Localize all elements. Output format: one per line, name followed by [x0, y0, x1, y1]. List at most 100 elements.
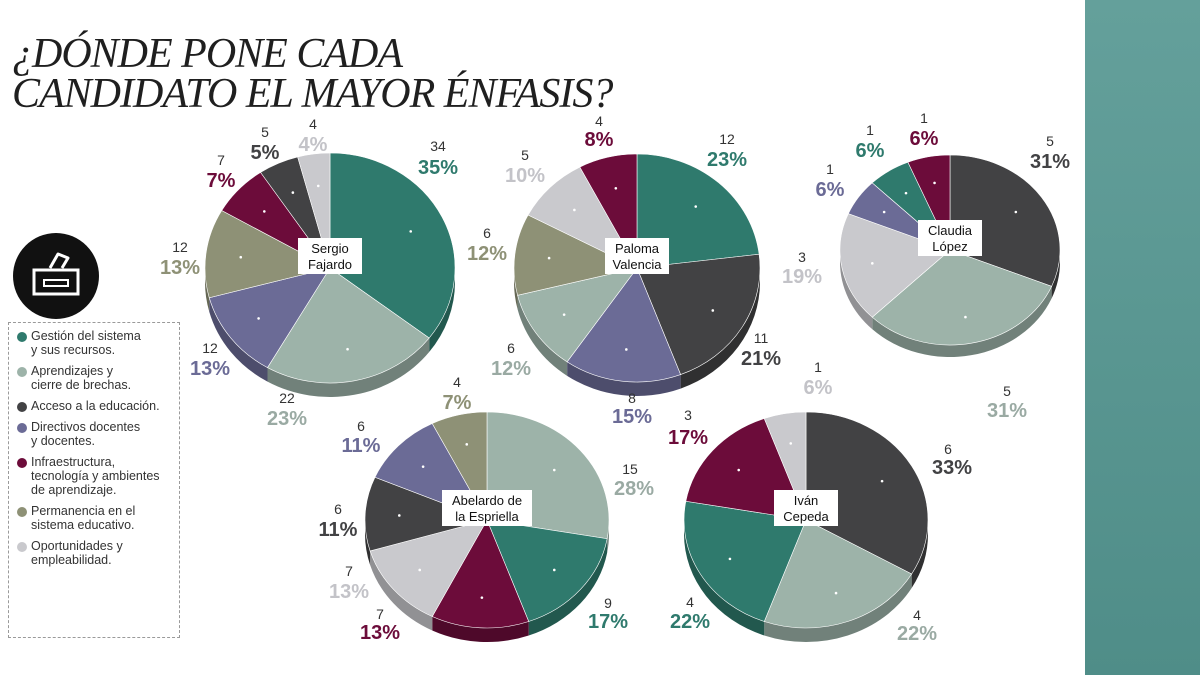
candidate-name-line: López: [932, 239, 967, 254]
pie-side-aprendizajes: [517, 295, 568, 376]
slice-percent-label: 17%: [588, 611, 628, 633]
slice-percent-label: 22%: [897, 623, 937, 645]
slice-percent-label: 6%: [804, 377, 833, 399]
slice-percent-label: 13%: [329, 581, 369, 603]
slice-percent-label: 15%: [612, 406, 652, 428]
slice-count-label: 12: [202, 340, 218, 356]
pie-side-aprendizajes: [764, 574, 912, 642]
slice-marker: [562, 313, 566, 316]
slice-count-label: 4: [309, 116, 317, 132]
slice-count-label: 6: [944, 441, 952, 457]
legend-swatch: [17, 507, 27, 517]
slice-percent-label: 6%: [910, 128, 939, 150]
legend-swatch: [17, 423, 27, 433]
candidate-name-box: [605, 238, 669, 274]
slice-marker: [625, 348, 628, 351]
slice-marker: [573, 208, 576, 212]
slice-marker: [1014, 210, 1018, 214]
slice-percent-label: 31%: [1030, 151, 1070, 173]
slice-count-label: 3: [798, 249, 806, 265]
pie-slice-aprendizajes: [267, 267, 430, 384]
slice-marker: [871, 262, 874, 265]
legend-swatch: [17, 332, 27, 342]
slice-marker: [346, 347, 349, 351]
legend-item-acceso: Acceso a la educación.: [17, 399, 173, 413]
legend-item-aprendizajes: Aprendizajes y cierre de brechas.: [17, 364, 173, 392]
legend-label: Acceso a la educación.: [31, 399, 160, 413]
legend-swatch: [17, 367, 27, 377]
slice-marker: [882, 210, 886, 214]
pie-side-aprendizajes: [872, 286, 1052, 357]
slice-count-label: 7: [376, 606, 384, 622]
slice-count-label: 22: [279, 390, 295, 406]
pie-slice-acceso: [805, 411, 929, 575]
slice-count-label: 12: [172, 239, 188, 255]
slice-count-label: 11: [754, 330, 769, 346]
legend-swatch: [17, 542, 27, 552]
slice-count-label: 4: [686, 594, 694, 610]
slice-count-label: 1: [866, 122, 874, 138]
slice-percent-label: 19%: [782, 266, 822, 288]
pie-side-gestion: [684, 520, 765, 636]
pie-side-acceso: [680, 268, 760, 389]
slice-percent-label: 7%: [443, 392, 472, 414]
pie-side-oportunidades: [840, 250, 873, 330]
slice-percent-label: 8%: [585, 129, 614, 151]
candidate-name-line: Cepeda: [783, 509, 829, 524]
slice-count-label: 15: [622, 461, 638, 477]
slice-count-label: 8: [628, 390, 636, 406]
legend-swatch: [17, 402, 27, 412]
slice-marker: [291, 191, 295, 194]
slice-count-label: 7: [345, 563, 353, 579]
slice-marker: [418, 568, 422, 572]
slice-percent-label: 12%: [491, 358, 531, 380]
pie-slice-infraestructura: [431, 519, 530, 629]
slice-percent-label: 13%: [190, 358, 230, 380]
slice-count-label: 6: [334, 501, 342, 517]
candidate-name-line: Fajardo: [308, 257, 352, 272]
title-line-1: ¿DÓNDE PONE CADA: [12, 31, 403, 77]
pie-slice-gestion: [683, 500, 807, 622]
pie-slice-permanencia: [513, 214, 638, 296]
title-line-2: CANDIDATO EL MAYOR ÉNFASIS?: [12, 71, 613, 117]
slice-percent-label: 31%: [987, 400, 1027, 422]
slice-percent-label: 10%: [505, 165, 545, 187]
pie-slice-acceso: [364, 476, 488, 552]
slice-percent-label: 7%: [207, 170, 236, 192]
slice-percent-label: 11%: [342, 435, 381, 457]
slice-marker: [711, 309, 715, 312]
pie-side-infraestructura: [432, 616, 529, 642]
slice-marker: [480, 596, 484, 599]
slice-percent-label: 5%: [251, 142, 280, 164]
slice-percent-label: 33%: [932, 457, 972, 479]
slice-count-label: 3: [684, 407, 692, 423]
legend-item-directivos: Directivos docentes y docentes.: [17, 420, 173, 448]
slice-percent-label: 6%: [856, 140, 885, 162]
slice-marker: [239, 255, 243, 259]
candidate-name-box: [918, 220, 982, 256]
slice-marker: [964, 315, 967, 319]
slice-count-label: 1: [920, 110, 928, 126]
candidate-name-box: [774, 490, 838, 526]
slice-percent-label: 22%: [670, 611, 710, 633]
slice-marker: [904, 191, 908, 195]
slice-percent-label: 21%: [741, 348, 781, 370]
legend-label: Infraestructura, tecnología y ambientes …: [31, 455, 160, 497]
slice-count-label: 5: [261, 124, 269, 140]
decorative-sidebar: [1085, 0, 1200, 675]
legend-label: Gestión del sistema y sus recursos.: [31, 329, 141, 357]
slice-percent-label: 23%: [707, 149, 747, 171]
pie-side-acceso: [1051, 250, 1060, 299]
slice-count-label: 9: [604, 595, 612, 611]
legend-swatch: [17, 458, 27, 468]
pie-slice-aprendizajes: [763, 519, 913, 629]
slice-percent-label: 28%: [614, 478, 654, 500]
slice-count-label: 6: [483, 225, 491, 241]
